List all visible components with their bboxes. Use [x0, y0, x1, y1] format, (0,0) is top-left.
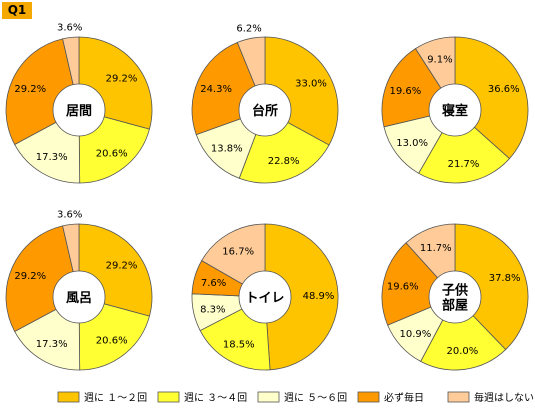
data-label: 17.3% — [36, 152, 68, 163]
data-label: 29.2% — [106, 74, 138, 85]
data-label: 19.6% — [390, 86, 422, 97]
data-label: 33.0% — [295, 79, 327, 90]
legend-swatch — [57, 391, 80, 403]
data-label: 13.0% — [396, 138, 428, 149]
data-label: 22.8% — [268, 156, 300, 167]
data-label: 19.6% — [387, 281, 419, 292]
legend-label: 週に １～２回 — [84, 392, 147, 404]
legend-label: 毎週はしない — [474, 391, 534, 404]
chart-title: 台所 — [252, 103, 278, 119]
donut-hole — [52, 270, 106, 324]
data-label: 20.6% — [96, 335, 128, 346]
legend-label: 必ず毎日 — [384, 391, 424, 404]
data-label: 29.2% — [14, 271, 46, 282]
legend-label: 週に ５～６回 — [284, 392, 347, 404]
legend-label: 週に ３～４回 — [184, 392, 247, 404]
data-label: 21.7% — [448, 159, 480, 170]
data-label: 20.0% — [447, 346, 479, 357]
legend-swatch — [357, 391, 380, 403]
pie-slice — [264, 223, 339, 371]
pie-slice — [454, 223, 529, 351]
data-label: 18.5% — [223, 340, 255, 351]
chart-title: 居間 — [66, 104, 92, 119]
donut-hole — [428, 270, 482, 324]
legend-swatch — [157, 391, 180, 403]
data-label: 29.2% — [14, 84, 46, 95]
data-label: 17.3% — [36, 339, 68, 350]
data-label: 16.7% — [222, 247, 254, 258]
chart-title: 風呂 — [66, 291, 92, 306]
data-label: 24.3% — [200, 84, 232, 95]
data-label: 36.6% — [488, 84, 520, 95]
legend-swatch — [257, 391, 280, 403]
pie-slice — [454, 36, 529, 160]
chart-title: トイレ — [245, 291, 284, 306]
chart-title: 寝室 — [442, 103, 468, 119]
donut-hole — [428, 83, 482, 137]
chart-title: 子供 — [442, 283, 468, 299]
data-label: 7.6% — [201, 278, 226, 289]
data-label: 48.9% — [303, 291, 335, 302]
legend-swatch — [447, 391, 470, 403]
chart-title: 部屋 — [442, 298, 468, 314]
donut-hole — [238, 270, 292, 324]
data-label: 3.6% — [57, 210, 82, 221]
donut-hole — [238, 83, 292, 137]
data-label: 8.3% — [200, 305, 225, 316]
question-badge: Q1 — [2, 2, 32, 19]
data-label: 13.8% — [211, 144, 243, 155]
data-label: 29.2% — [106, 261, 138, 272]
data-label: 11.7% — [420, 243, 452, 254]
data-label: 10.9% — [400, 329, 432, 340]
donut-hole — [52, 83, 106, 137]
data-label: 6.2% — [236, 24, 261, 35]
data-label: 3.6% — [57, 23, 82, 34]
pie-slice — [418, 109, 511, 184]
data-label: 9.1% — [427, 55, 452, 66]
pie-slice — [420, 296, 507, 371]
data-label: 37.8% — [489, 273, 521, 284]
data-label: 20.6% — [96, 148, 128, 159]
